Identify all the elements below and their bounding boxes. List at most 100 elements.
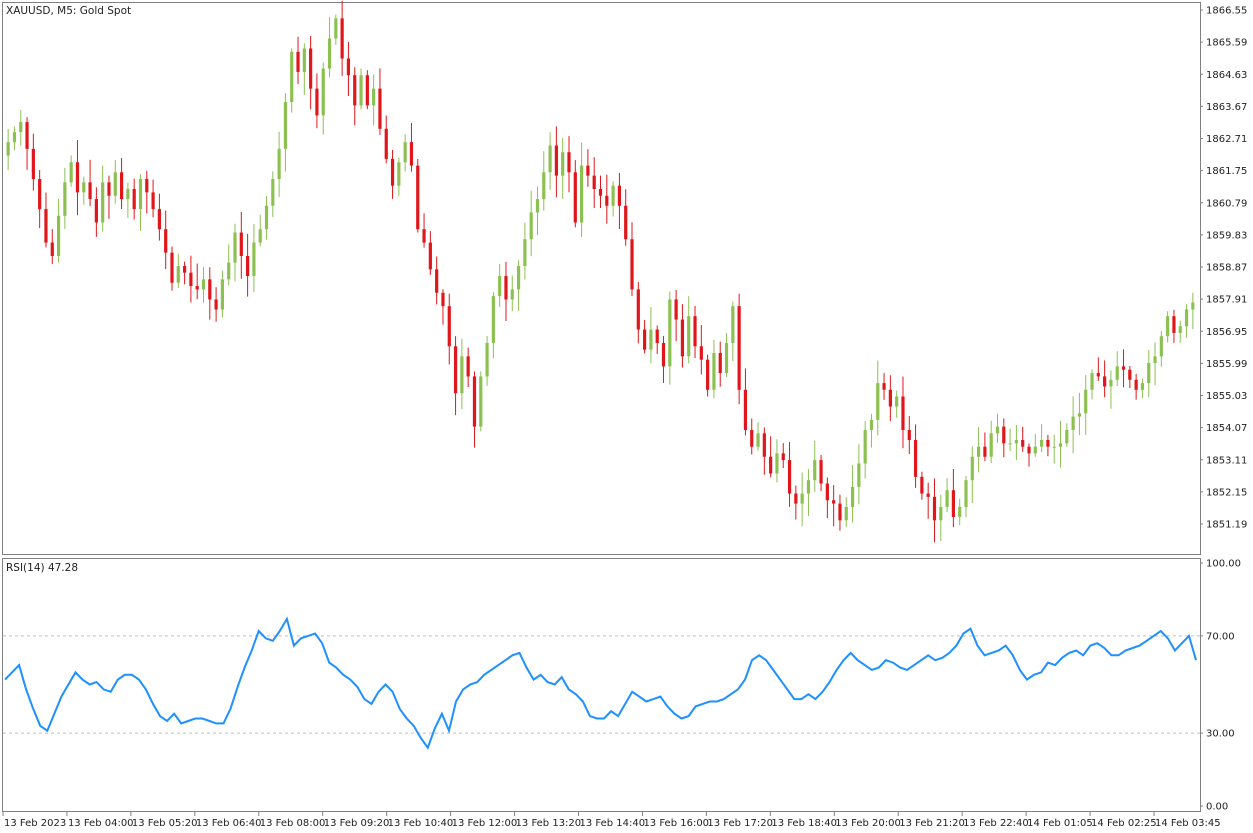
candle-body xyxy=(1040,440,1044,447)
candle xyxy=(126,182,130,218)
candle-body xyxy=(1052,446,1056,448)
candle-body xyxy=(1166,316,1170,337)
candle-body xyxy=(598,189,603,196)
time-tick-label: 13 Feb 2023 xyxy=(4,818,66,829)
candle-body xyxy=(630,239,634,290)
candle-body xyxy=(617,185,622,206)
candle xyxy=(447,293,451,365)
candle-body xyxy=(63,182,67,216)
candle-body xyxy=(775,453,779,474)
candle xyxy=(592,157,596,209)
candle-body xyxy=(359,75,363,106)
candle-body xyxy=(844,506,848,521)
candle xyxy=(346,41,351,97)
candle xyxy=(31,133,35,191)
candle xyxy=(731,301,735,362)
candle xyxy=(138,174,143,232)
candle xyxy=(246,234,250,297)
candle-body xyxy=(926,493,930,497)
candle-body xyxy=(668,299,672,367)
candle xyxy=(989,420,993,464)
candle xyxy=(680,304,685,368)
candle-body xyxy=(340,18,344,59)
candle xyxy=(327,17,332,78)
candle xyxy=(561,137,565,199)
candle-body xyxy=(447,306,451,347)
candle-body xyxy=(88,182,92,200)
candle-body xyxy=(680,319,685,357)
candle-body xyxy=(220,279,225,310)
candle xyxy=(409,122,414,172)
candle-body xyxy=(1071,416,1075,430)
candle xyxy=(1033,434,1037,457)
candle-body xyxy=(397,162,401,186)
candle-body xyxy=(913,440,918,477)
candle-body xyxy=(699,346,703,360)
candle xyxy=(453,336,458,416)
candle xyxy=(378,68,382,136)
candle xyxy=(479,371,483,432)
candle xyxy=(309,35,313,110)
candle-body xyxy=(932,496,937,521)
candle xyxy=(315,73,319,129)
candle xyxy=(353,67,357,126)
candle xyxy=(1103,360,1107,398)
candle xyxy=(1121,349,1126,388)
candle xyxy=(624,189,628,246)
candle xyxy=(176,253,180,288)
candle xyxy=(56,198,61,263)
candle-body xyxy=(315,88,319,116)
candle xyxy=(1021,426,1025,452)
candle xyxy=(201,267,206,303)
candle-body xyxy=(1109,379,1113,387)
candle xyxy=(50,229,54,265)
candle xyxy=(145,170,149,214)
candle-body xyxy=(132,189,136,210)
candle-body xyxy=(1159,336,1163,357)
candle xyxy=(832,485,836,527)
candle xyxy=(1184,304,1189,338)
candle xyxy=(151,179,155,218)
candle xyxy=(964,475,968,518)
candle-body xyxy=(246,255,250,277)
candle xyxy=(706,354,710,397)
candle-body xyxy=(787,460,792,494)
candle-body xyxy=(491,296,495,343)
candle-body xyxy=(214,299,218,310)
candle-body xyxy=(1065,429,1069,444)
candle-body xyxy=(901,396,905,430)
candle xyxy=(460,338,464,410)
candle-body xyxy=(510,289,514,300)
candle xyxy=(630,222,634,297)
candle-body xyxy=(233,232,237,263)
candle xyxy=(195,263,199,300)
candle xyxy=(838,494,842,531)
candle-body xyxy=(227,262,231,280)
candle xyxy=(1052,434,1056,464)
candle xyxy=(422,213,426,248)
candle xyxy=(668,291,672,385)
candle-body xyxy=(951,490,955,517)
candle-body xyxy=(561,152,565,176)
candle xyxy=(510,275,514,312)
price-panel-frame xyxy=(2,2,1201,555)
time-tick-label: 13 Feb 04:00 xyxy=(68,818,134,829)
candle-body xyxy=(592,175,596,190)
candle xyxy=(1178,320,1182,343)
candle-body xyxy=(19,122,23,133)
candle-body xyxy=(548,145,552,173)
candle xyxy=(649,306,653,364)
candle xyxy=(699,325,703,375)
candle xyxy=(932,478,937,543)
candle xyxy=(718,341,722,387)
candle-body xyxy=(403,142,407,163)
candle-body xyxy=(1121,366,1126,370)
candle-body xyxy=(920,476,924,494)
candle xyxy=(863,421,867,479)
candle-body xyxy=(976,446,981,457)
candle xyxy=(1014,424,1019,460)
candle xyxy=(573,160,577,228)
candle-body xyxy=(643,329,647,350)
candle-body xyxy=(611,185,615,206)
